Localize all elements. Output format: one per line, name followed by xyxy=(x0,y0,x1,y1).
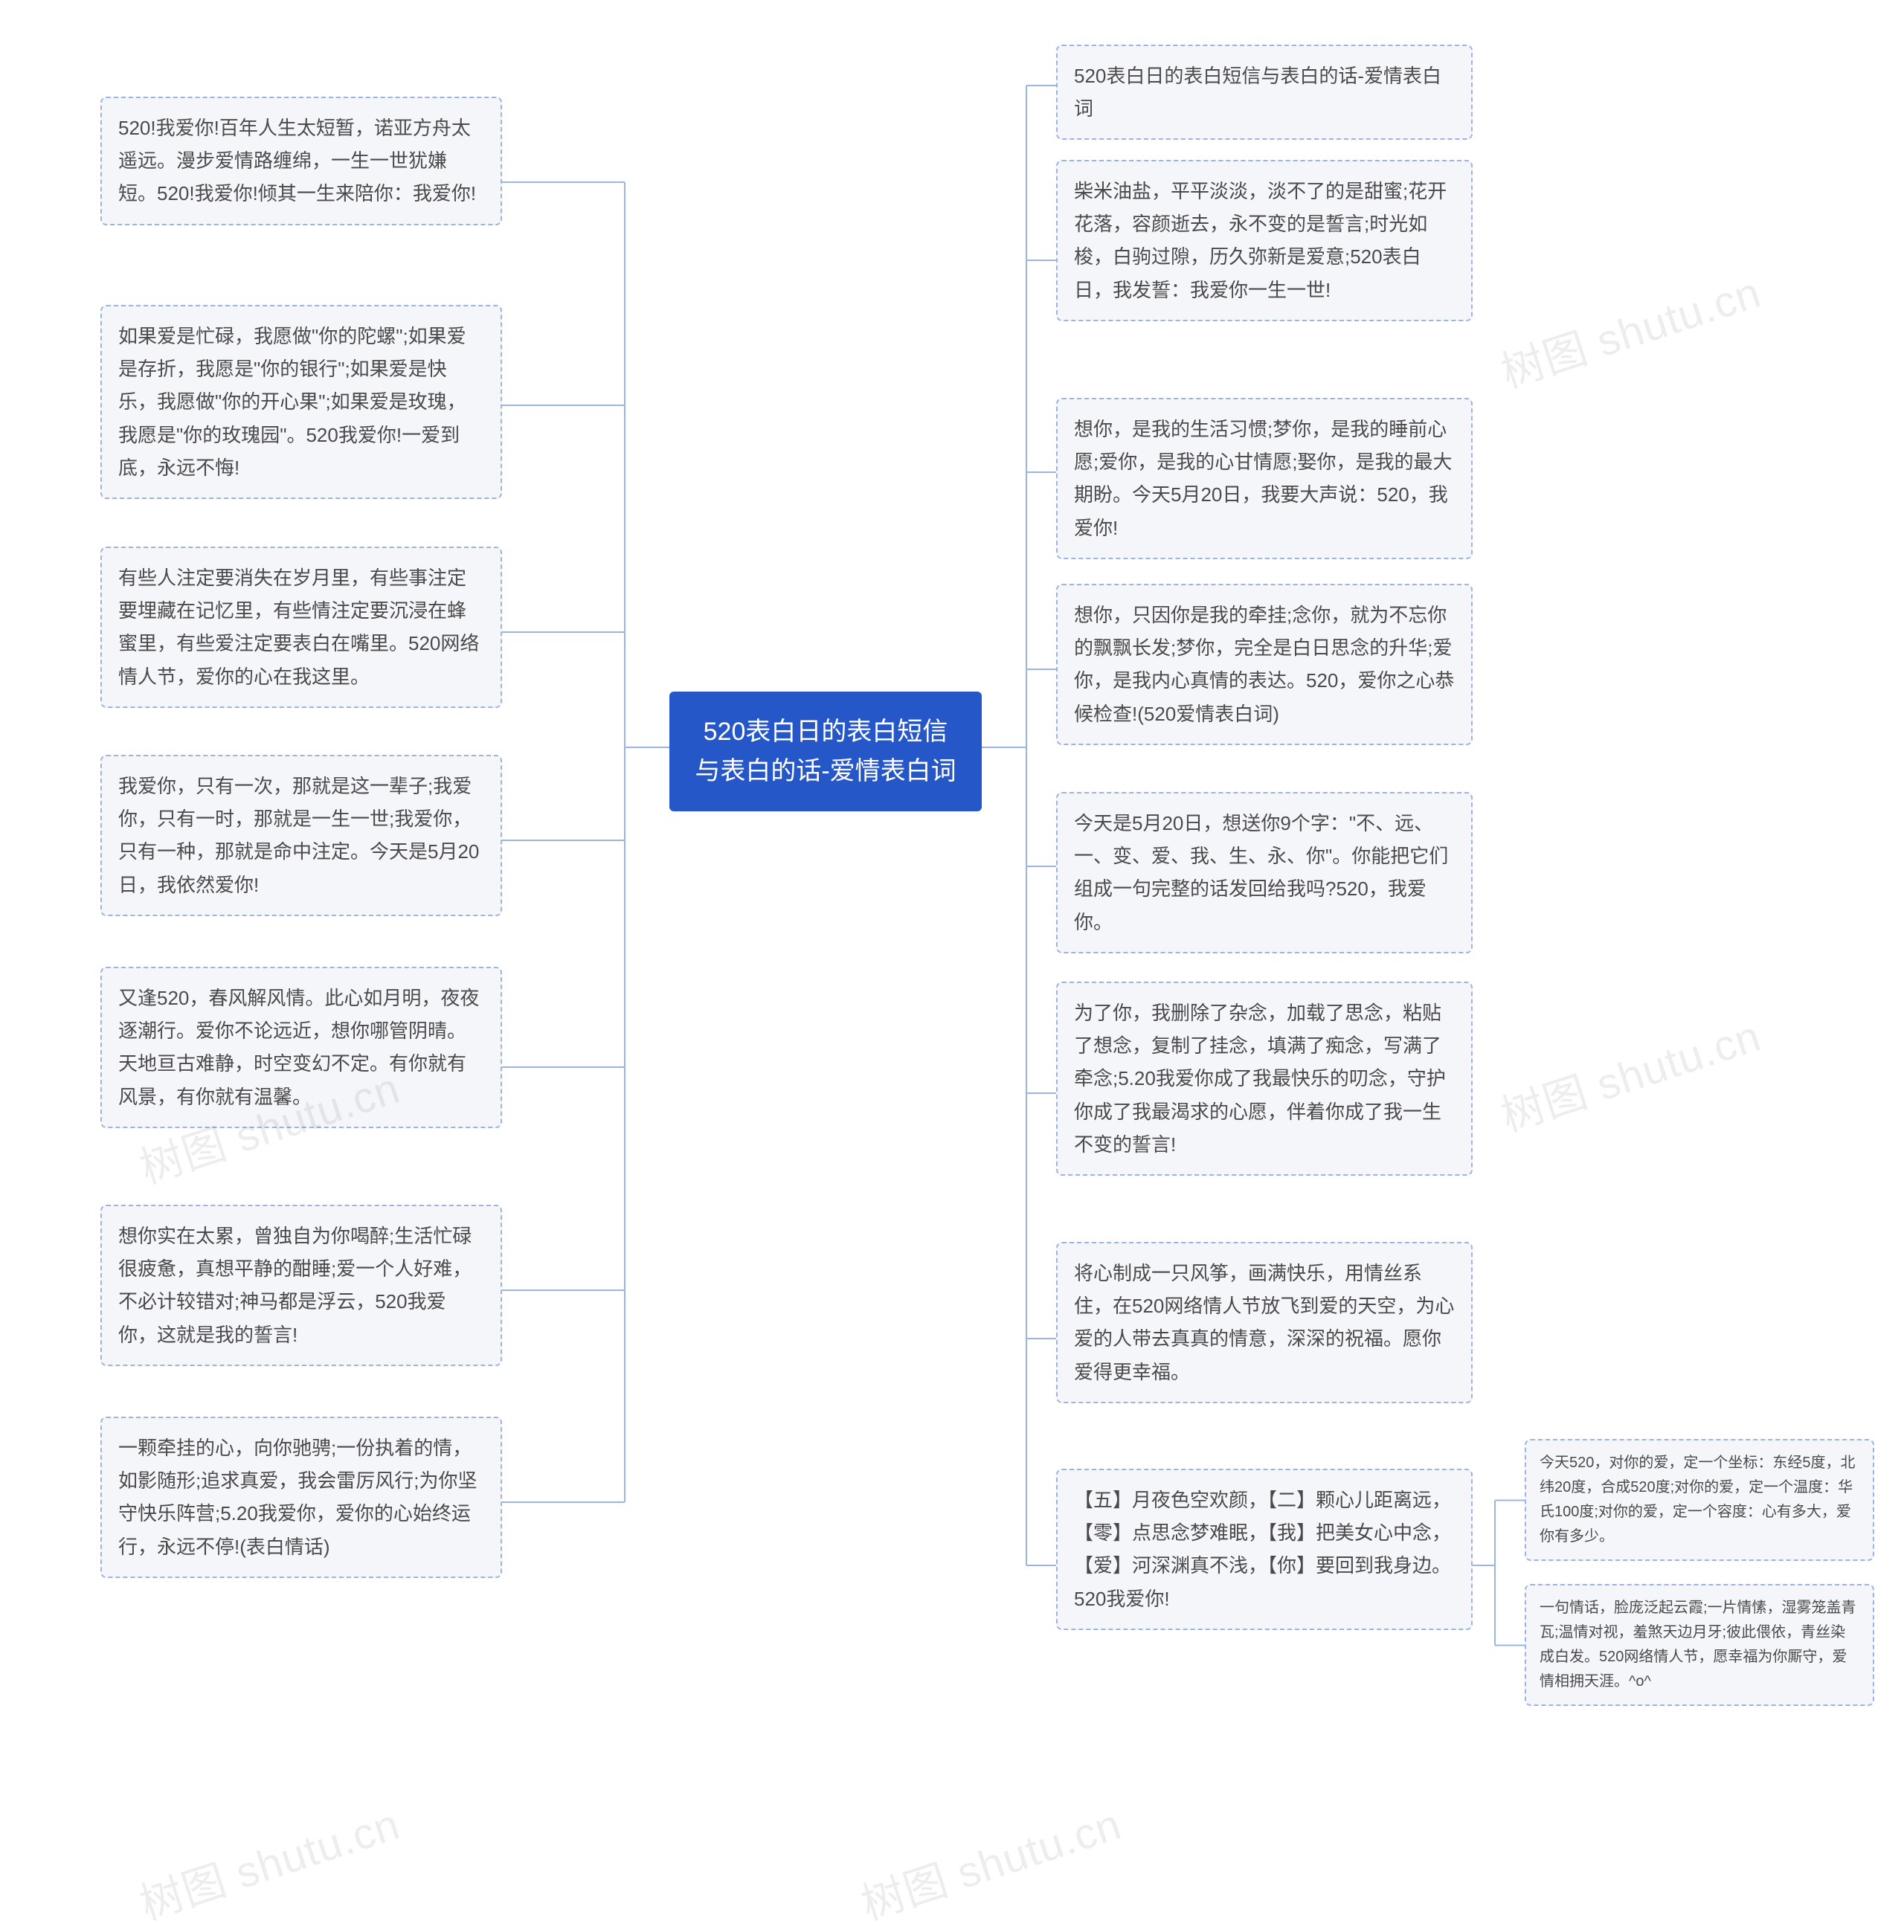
left-node: 想你实在太累，曾独自为你喝醉;生活忙碌很疲惫，真想平静的酣睡;爱一个人好难，不必… xyxy=(100,1205,502,1366)
node-text: 想你实在太累，曾独自为你喝醉;生活忙碌很疲惫，真想平静的酣睡;爱一个人好难，不必… xyxy=(118,1225,472,1346)
left-node: 一颗牵挂的心，向你驰骋;一份执着的情，如影随形;追求真爱，我会雷厉风行;为你坚守… xyxy=(100,1417,502,1578)
left-node: 我爱你，只有一次，那就是这一辈子;我爱你，只有一时，那就是一生一世;我爱你，只有… xyxy=(100,755,502,916)
watermark: 树图 shutu.cn xyxy=(1492,1001,1768,1144)
node-text: 一句情话，脸庞泛起云霞;一片情愫，湿雾笼盖青瓦;温情对视，羞煞天边月牙;彼此偎依… xyxy=(1540,1600,1856,1690)
left-node: 有些人注定要消失在岁月里，有些事注定要埋藏在记忆里，有些情注定要沉浸在蜂蜜里，有… xyxy=(100,547,502,708)
right-node: 为了你，我删除了杂念，加载了思念，粘贴了想念，复制了挂念，填满了痴念，写满了牵念… xyxy=(1056,982,1473,1176)
left-node: 又逢520，春风解风情。此心如月明，夜夜逐潮行。爱你不论远近，想你哪管阴晴。天地… xyxy=(100,967,502,1128)
right-node: 想你，是我的生活习惯;梦你，是我的睡前心愿;爱你，是我的心甘情愿;娶你，是我的最… xyxy=(1056,398,1473,559)
center-node: 520表白日的表白短信与表白的话-爱情表白词 xyxy=(669,692,982,811)
right-node: 想你，只因你是我的牵挂;念你，就为不忘你的飘飘长发;梦你，完全是白日思念的升华;… xyxy=(1056,584,1473,745)
node-text: 520!我爱你!百年人生太短暂，诺亚方舟太遥远。漫步爱情路缠绵，一生一世犹嫌短。… xyxy=(118,117,476,205)
node-text: 一颗牵挂的心，向你驰骋;一份执着的情，如影随形;追求真爱，我会雷厉风行;为你坚守… xyxy=(118,1437,477,1558)
watermark: 树图 shutu.cn xyxy=(1492,257,1768,400)
node-text: 想你，是我的生活习惯;梦你，是我的睡前心愿;爱你，是我的心甘情愿;娶你，是我的最… xyxy=(1074,418,1452,539)
node-text: 为了你，我删除了杂念，加载了思念，粘贴了想念，复制了挂念，填满了痴念，写满了牵念… xyxy=(1074,1002,1446,1156)
node-text: 【五】月夜色空欢颜，【二】颗心儿距离远，【零】点思念梦难眠，【我】把美女心中念，… xyxy=(1074,1489,1451,1610)
watermark: 树图 shutu.cn xyxy=(852,1789,1128,1932)
right-node: 520表白日的表白短信与表白的话-爱情表白词 xyxy=(1056,45,1473,140)
sub-node: 一句情话，脸庞泛起云霞;一片情愫，湿雾笼盖青瓦;温情对视，羞煞天边月牙;彼此偎依… xyxy=(1525,1584,1874,1706)
watermark: 树图 shutu.cn xyxy=(131,1789,407,1932)
node-text: 将心制成一只风筝，画满快乐，用情丝系住，在520网络情人节放飞到爱的天空，为心爱… xyxy=(1074,1262,1454,1383)
right-node: 将心制成一只风筝，画满快乐，用情丝系住，在520网络情人节放飞到爱的天空，为心爱… xyxy=(1056,1242,1473,1403)
node-text: 今天520，对你的爱，定一个坐标：东经5度，北纬20度，合成520度;对你的爱，… xyxy=(1540,1455,1856,1545)
node-text: 又逢520，春风解风情。此心如月明，夜夜逐潮行。爱你不论远近，想你哪管阴晴。天地… xyxy=(118,987,479,1108)
right-node: 【五】月夜色空欢颜，【二】颗心儿距离远，【零】点思念梦难眠，【我】把美女心中念，… xyxy=(1056,1469,1473,1630)
left-node: 520!我爱你!百年人生太短暂，诺亚方舟太遥远。漫步爱情路缠绵，一生一世犹嫌短。… xyxy=(100,97,502,225)
node-text: 如果爱是忙碌，我愿做"你的陀螺";如果爱是存折，我愿是"你的银行";如果爱是快乐… xyxy=(118,325,466,479)
right-node: 柴米油盐，平平淡淡，淡不了的是甜蜜;花开花落，容颜逝去，永不变的是誓言;时光如梭… xyxy=(1056,160,1473,321)
node-text: 柴米油盐，平平淡淡，淡不了的是甜蜜;花开花落，容颜逝去，永不变的是誓言;时光如梭… xyxy=(1074,180,1447,301)
node-text: 我爱你，只有一次，那就是这一辈子;我爱你，只有一时，那就是一生一世;我爱你，只有… xyxy=(118,775,479,896)
node-text: 有些人注定要消失在岁月里，有些事注定要埋藏在记忆里，有些情注定要沉浸在蜂蜜里，有… xyxy=(118,567,479,688)
sub-node: 今天520，对你的爱，定一个坐标：东经5度，北纬20度，合成520度;对你的爱，… xyxy=(1525,1439,1874,1561)
node-text: 今天是5月20日，想送你9个字："不、远、一、变、爱、我、生、永、你"。你能把它… xyxy=(1074,812,1448,933)
node-text: 520表白日的表白短信与表白的话-爱情表白词 xyxy=(1074,65,1441,120)
center-label: 520表白日的表白短信与表白的话-爱情表白词 xyxy=(695,718,956,785)
left-node: 如果爱是忙碌，我愿做"你的陀螺";如果爱是存折，我愿是"你的银行";如果爱是快乐… xyxy=(100,305,502,499)
right-node: 今天是5月20日，想送你9个字："不、远、一、变、爱、我、生、永、你"。你能把它… xyxy=(1056,792,1473,953)
node-text: 想你，只因你是我的牵挂;念你，就为不忘你的飘飘长发;梦你，完全是白日思念的升华;… xyxy=(1074,604,1454,725)
